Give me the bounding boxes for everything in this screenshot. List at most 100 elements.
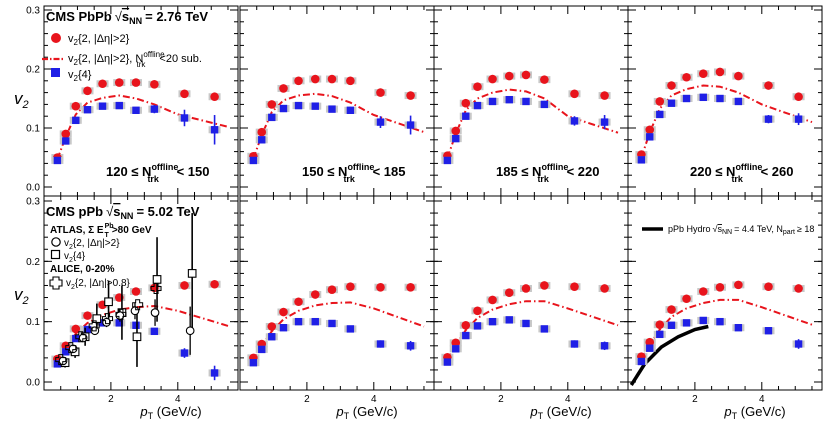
v24-point	[462, 331, 470, 340]
alice-point	[55, 354, 67, 366]
legend-v24-label: v2{4}	[68, 69, 92, 83]
v24-point	[522, 319, 530, 328]
legend-hydro-label: pPb Hydro √sNN = 4.4 TeV, Npart ≥ 18	[668, 224, 814, 236]
v24-point	[62, 348, 70, 356]
x-axis-title: pT (GeV/c)	[723, 404, 785, 421]
v22-point	[310, 290, 320, 299]
y-axis-title-top: v2	[14, 89, 29, 111]
v24-point	[443, 156, 452, 165]
v24-point	[699, 316, 707, 325]
atlas-v24-point	[104, 297, 113, 307]
v24-point	[132, 106, 140, 114]
v24-point	[505, 316, 513, 324]
x-axis-titles: pT (GeV/c) pT (GeV/c) pT (GeV/c) pT (GeV/c)	[139, 404, 785, 421]
v24-point	[83, 106, 92, 114]
legend-v22-label: v2{2, |Δη|>2}	[68, 33, 130, 47]
v24-point	[452, 345, 460, 353]
bin-label: 120 ≤ Noffline trk < 150	[106, 162, 209, 184]
v24-point	[656, 330, 664, 339]
v22-point	[327, 74, 337, 84]
v24-point	[132, 321, 140, 329]
legend-atlas-v24-label: v2{4}	[64, 251, 86, 264]
panel-frame	[627, 195, 823, 391]
v22-point	[715, 67, 725, 77]
v22-point	[150, 80, 159, 89]
v24-point	[328, 319, 336, 328]
v24-point	[443, 358, 452, 366]
x-tick-label: 4	[759, 394, 765, 405]
v22-point	[698, 69, 708, 79]
v24-point	[716, 317, 724, 326]
v24-point	[328, 105, 336, 113]
v24-point	[488, 317, 497, 326]
series-v22-subtracted	[56, 94, 229, 160]
legend-atlas-v22-marker	[51, 237, 61, 247]
v24-point	[150, 105, 159, 113]
bin-label: 185 ≤ Noffline trk < 220	[496, 162, 599, 184]
v22-point	[406, 282, 415, 292]
v22-point	[83, 86, 92, 96]
v24-point	[258, 136, 266, 144]
v22-point	[645, 337, 655, 347]
alice-point	[115, 308, 127, 320]
v22-point	[570, 89, 579, 99]
v24-point	[473, 322, 482, 330]
v22-point	[698, 287, 708, 296]
v24-point	[115, 101, 123, 110]
v24-point	[294, 101, 303, 110]
v24-point	[268, 333, 276, 341]
v24-point	[346, 106, 355, 114]
y-tick-label: 0.3	[26, 6, 40, 17]
v22-point	[451, 338, 461, 348]
v24-point	[570, 340, 579, 348]
v24-point	[637, 156, 646, 164]
v22-point	[267, 322, 277, 331]
v22-point	[682, 72, 691, 82]
y-tick-label: 0.0	[26, 183, 40, 194]
v24-point	[406, 342, 415, 350]
v24-point	[376, 340, 385, 348]
v22-point	[715, 282, 725, 292]
y-tick-label: 0.1	[26, 124, 40, 135]
v22-point	[210, 92, 219, 102]
v22-point	[473, 82, 482, 91]
alice-point	[65, 342, 77, 354]
atlas-v24-point	[92, 314, 102, 324]
v24-point	[699, 93, 707, 102]
v24-point	[522, 97, 530, 106]
v24-point	[646, 344, 654, 352]
v22-point	[376, 88, 385, 97]
panels-layer: 0.00.10.20.30.00.10.20.32 4 2 4 2 4 2 4	[26, 5, 823, 405]
v22-point	[180, 281, 189, 290]
legend-pbpb: CMS PbPb √sNN = 2.76 TeV v2{2, |Δη|>2} v2{…	[42, 9, 208, 83]
x-tick-label: 4	[175, 394, 181, 405]
v24-point	[646, 133, 654, 141]
legend-v22-marker	[51, 33, 61, 43]
alice-point	[75, 331, 87, 343]
v24-point	[505, 95, 513, 104]
atlas-v24-point	[132, 332, 142, 342]
v22-point	[794, 284, 803, 293]
v24-point	[294, 317, 303, 326]
v22-point	[131, 78, 141, 87]
v24-point	[249, 156, 258, 165]
legend-alice-label: ALICE, 0-20%	[50, 264, 115, 275]
v22-point	[521, 70, 531, 80]
v24-point	[540, 100, 549, 109]
series-v22-subtracted	[252, 92, 425, 160]
alice-point	[132, 299, 144, 311]
v24-point	[462, 112, 470, 120]
x-axis-title: pT (GeV/c)	[139, 404, 201, 421]
v24-point	[180, 349, 189, 357]
atlas-v22-point	[185, 326, 195, 336]
v24-point	[764, 115, 773, 123]
v24-point	[764, 327, 773, 335]
y-tick-label: 0.3	[26, 197, 40, 208]
atlas-v22-point	[130, 306, 140, 316]
v22-point	[461, 320, 471, 330]
x-tick-label: 4	[371, 394, 377, 405]
v24-point	[279, 324, 288, 332]
atlas-v22-point	[150, 308, 160, 317]
